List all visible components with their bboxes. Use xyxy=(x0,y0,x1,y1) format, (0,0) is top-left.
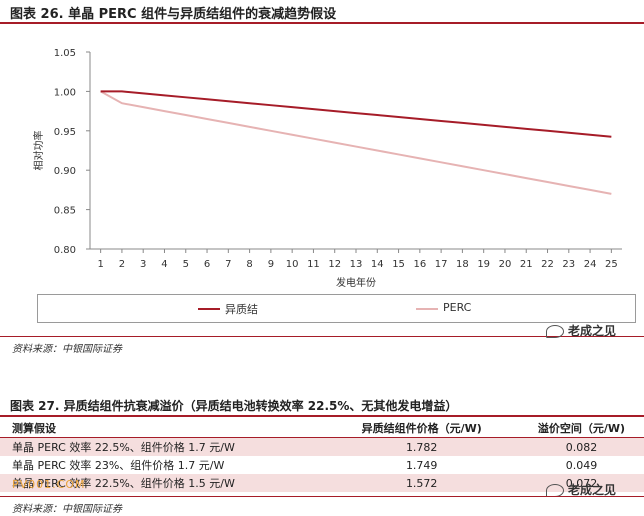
x-tick-label: 19 xyxy=(477,259,490,270)
table-cell: 0.049 xyxy=(565,458,598,472)
table-cell: 1.782 xyxy=(324,437,507,456)
y-tick-label: 0.95 xyxy=(54,127,76,138)
table-cell: 0.082 xyxy=(506,437,644,456)
x-tick-label: 20 xyxy=(499,259,512,270)
x-tick-label: 5 xyxy=(183,259,189,270)
x-tick-label: 18 xyxy=(456,259,469,270)
chart-legend: 异质结 PERC xyxy=(37,294,636,323)
watermark-text: 老成之见 xyxy=(568,324,617,338)
decay-line-chart: 0.800.850.900.951.001.051 2 3 4 5 6 7 8 9 10 11 12 1… xyxy=(32,48,622,289)
legend-label-perc: PERC xyxy=(443,301,472,314)
table-cell: 1.572 xyxy=(324,474,507,492)
x-tick-label: 24 xyxy=(584,259,597,270)
table-cell: 1.749 xyxy=(405,458,438,472)
x-tick-label: 8 xyxy=(246,259,252,270)
y-tick-label: 1.05 xyxy=(54,48,76,59)
pv001-watermark: PV001.COM xyxy=(12,478,86,491)
figure-27-bottom-rule xyxy=(0,496,644,497)
x-tick-label: 12 xyxy=(328,259,341,270)
x-axis-label: 发电年份 xyxy=(336,276,376,289)
x-tick-label: 6 xyxy=(204,259,210,270)
figure-26-source: 资料来源：中银国际证券 xyxy=(12,344,122,355)
x-tick-label: 9 xyxy=(268,259,274,270)
table-cell: 单晶 PERC 效率 23%、组件价格 1.7 元/W xyxy=(12,459,225,472)
x-tick-label: 13 xyxy=(350,259,363,270)
y-tick-label: 0.90 xyxy=(54,166,76,177)
header-hjt-price: 异质结组件价格（元/W) xyxy=(324,419,507,438)
table-cell: 单晶 PERC 效率 22.5%、组件价格 1.7 元/W xyxy=(0,437,325,456)
x-tick-label: 17 xyxy=(435,259,448,270)
figure-27-title: 图表 27. 异质结组件抗衰减溢价（异质结电池转换效率 22.5%、无其他发电增… xyxy=(10,399,458,413)
premium-table: 测算假设 异质结组件价格（元/W) 溢价空间（元/W) 单晶 PERC 效率 2… xyxy=(0,419,644,492)
y-tick-label: 0.85 xyxy=(54,206,76,217)
x-tick-label: 1 xyxy=(97,259,103,270)
y-tick-label: 1.00 xyxy=(54,87,76,98)
y-axis-label: 相对功率 xyxy=(32,131,45,171)
x-tick-label: 7 xyxy=(225,259,231,270)
watermark-text: 老成之见 xyxy=(568,483,617,497)
table-row: 单晶 PERC 效率 23%、组件价格 1.7 元/W 1.749 0.049 xyxy=(0,456,644,474)
legend-line-hjt xyxy=(198,308,220,310)
x-tick-label: 3 xyxy=(140,259,146,270)
x-tick-label: 23 xyxy=(562,259,575,270)
table-row: 单晶 PERC 效率 22.5%、组件价格 1.7 元/W 1.782 0.08… xyxy=(0,437,644,456)
legend-label-hjt: 异质结 xyxy=(225,303,258,316)
x-tick-label: 10 xyxy=(286,259,299,270)
table-row: 单晶 PERC 效率 22.5%、组件价格 1.5 元/W 1.572 0.07… xyxy=(0,474,644,492)
x-tick-label: 4 xyxy=(161,259,167,270)
x-tick-label: 2 xyxy=(119,259,125,270)
series-line-hjt xyxy=(100,90,612,138)
figure-26-bottom-rule xyxy=(0,336,644,337)
table-cell: 单晶 PERC 效率 22.5%、组件价格 1.5 元/W xyxy=(0,474,325,492)
x-tick-label: 22 xyxy=(541,259,554,270)
table-cell: 0.072 xyxy=(506,474,644,492)
x-tick-label: 16 xyxy=(413,259,426,270)
figure-27-source: 资料来源：中银国际证券 xyxy=(12,504,122,515)
watermark-top: 老成之见 xyxy=(546,322,616,339)
title-rule xyxy=(0,22,644,24)
legend-line-perc xyxy=(416,308,438,310)
x-tick-label: 11 xyxy=(307,259,320,270)
table-header-row: 测算假设 异质结组件价格（元/W) 溢价空间（元/W) xyxy=(0,419,644,438)
figure-27-title-rule xyxy=(0,415,644,417)
x-tick-label: 15 xyxy=(392,259,405,270)
x-tick-label: 25 xyxy=(605,259,618,270)
wechat-icon xyxy=(546,325,564,338)
header-premium: 溢价空间（元/W) xyxy=(506,419,644,438)
y-tick-label: 0.80 xyxy=(54,245,76,256)
header-assumption: 测算假设 xyxy=(0,419,325,438)
x-tick-label: 21 xyxy=(520,259,533,270)
figure-26-title: 图表 26. 单晶 PERC 组件与异质结组件的衰减趋势假设 xyxy=(10,7,337,22)
x-tick-label: 14 xyxy=(371,259,384,270)
series-line-perc xyxy=(100,90,612,195)
